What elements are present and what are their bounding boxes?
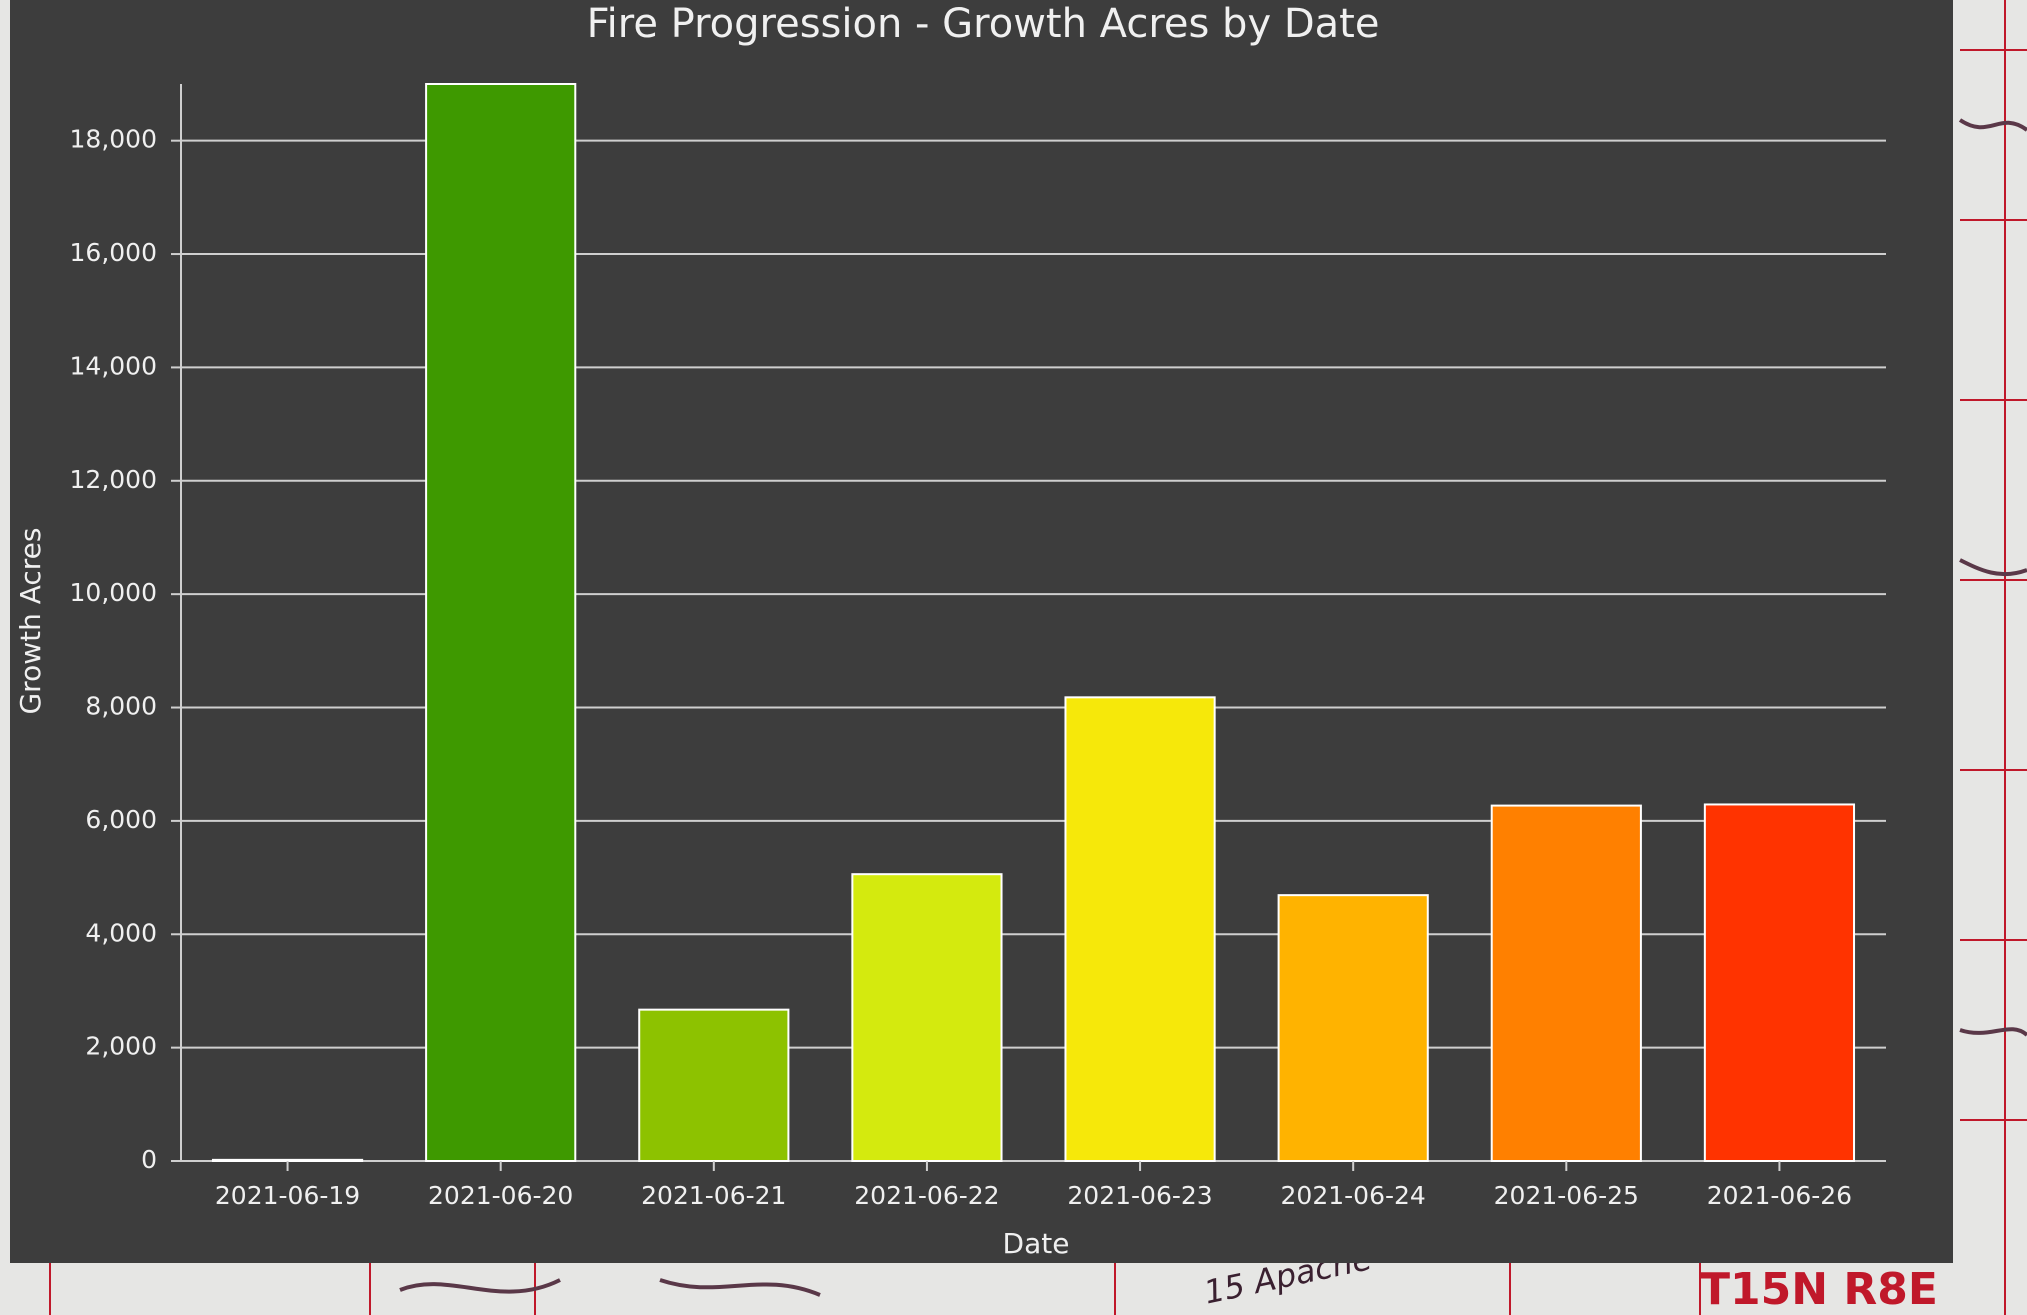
bar xyxy=(426,84,575,1161)
y-tick-label: 14,000 xyxy=(70,351,157,380)
x-axis-label: Date xyxy=(1003,1227,1070,1260)
chart-title: Fire Progression - Growth Acres by Date xyxy=(587,1,1380,47)
x-tick-label: 2021-06-21 xyxy=(641,1181,786,1210)
y-tick-label: 18,000 xyxy=(70,125,157,154)
y-tick-label: 12,000 xyxy=(70,465,157,494)
y-axis-label: Growth Acres xyxy=(14,527,47,714)
screen: T15N R8E 15 Apache Fire Progression - Gr… xyxy=(0,0,2027,1315)
bar xyxy=(1492,806,1641,1161)
x-tick-label: 2021-06-24 xyxy=(1281,1181,1426,1210)
y-tick-label: 0 xyxy=(141,1145,157,1174)
x-tick-label: 2021-06-20 xyxy=(428,1181,573,1210)
y-tick-label: 8,000 xyxy=(85,692,157,721)
bar xyxy=(639,1010,788,1161)
bar xyxy=(1705,804,1854,1161)
map-label: T15N R8E xyxy=(1700,1264,1938,1315)
x-tick-label: 2021-06-22 xyxy=(854,1181,999,1210)
bar xyxy=(213,1160,362,1161)
y-tick-label: 10,000 xyxy=(70,578,157,607)
x-tick-label: 2021-06-19 xyxy=(215,1181,360,1210)
y-tick-label: 2,000 xyxy=(85,1032,157,1061)
x-tick-label: 2021-06-25 xyxy=(1494,1181,1639,1210)
bar xyxy=(1065,697,1214,1161)
x-tick-label: 2021-06-23 xyxy=(1067,1181,1212,1210)
y-tick-label: 4,000 xyxy=(85,918,157,947)
bar xyxy=(852,874,1001,1161)
y-tick-label: 6,000 xyxy=(85,805,157,834)
bar xyxy=(1279,895,1428,1161)
x-tick-label: 2021-06-26 xyxy=(1707,1181,1852,1210)
y-tick-label: 16,000 xyxy=(70,238,157,267)
